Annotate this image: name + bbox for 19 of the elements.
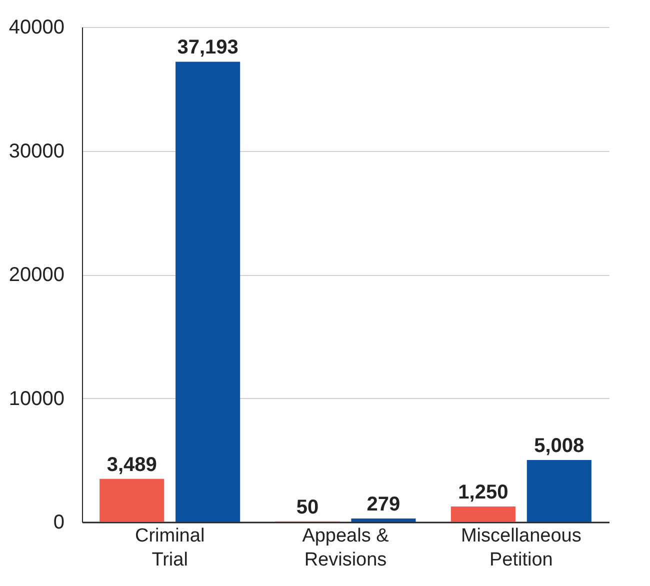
data-label: 1,250: [458, 482, 508, 504]
bar: [176, 62, 240, 522]
data-label: 3,489: [106, 454, 157, 476]
data-label: 50: [296, 496, 319, 518]
x-tick-label: Appeals & Revisions: [302, 526, 390, 570]
bar: [100, 478, 164, 522]
x-tick-label: Criminal Trial: [134, 526, 205, 570]
y-tick-label: 40000: [8, 16, 64, 38]
y-tick-label: 0: [53, 512, 64, 534]
y-tick-label: 20000: [8, 264, 64, 286]
data-label: 37,193: [177, 36, 238, 59]
x-tick-label: Miscellaneous Petition: [460, 526, 582, 570]
data-label: 279: [366, 494, 400, 516]
bar: [450, 506, 516, 522]
y-tick-label: 10000: [8, 388, 64, 410]
data-label: 5,008: [534, 435, 584, 458]
bar: [526, 460, 592, 522]
bar: [351, 518, 416, 522]
y-tick-label: 30000: [8, 140, 64, 162]
